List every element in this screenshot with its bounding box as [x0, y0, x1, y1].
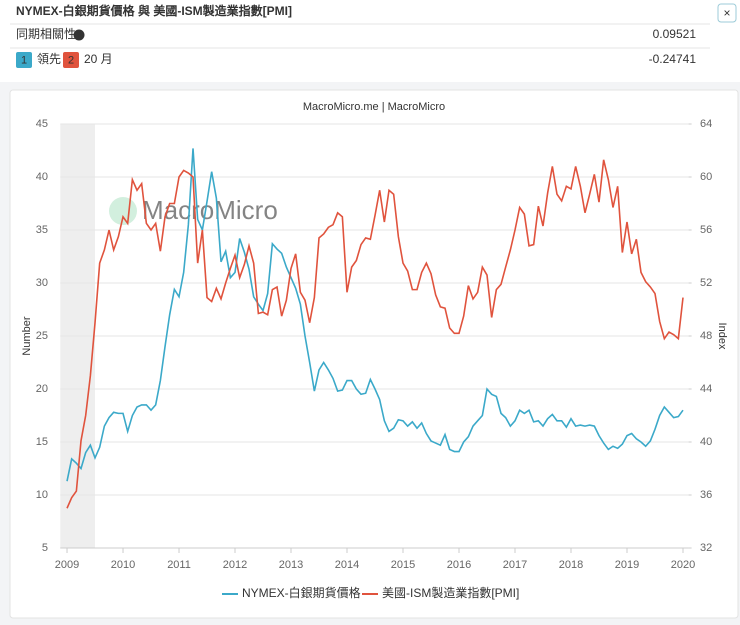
x-tick-label: 2010: [111, 559, 135, 571]
y2-tick-label: 64: [700, 118, 712, 130]
y2-axis-title: Index: [716, 323, 728, 350]
chart-source: MacroMicro.me | MacroMicro: [303, 101, 445, 113]
header-card: [0, 0, 740, 82]
help-icon[interactable]: [73, 29, 85, 41]
watermark: MacroMicro: [142, 195, 278, 225]
y2-tick-label: 48: [700, 330, 712, 342]
y2-tick-label: 44: [700, 383, 712, 395]
y-tick-label: 25: [36, 330, 48, 342]
y2-tick-label: 52: [700, 277, 712, 289]
x-tick-label: 2013: [279, 559, 303, 571]
x-tick-label: 2019: [615, 559, 639, 571]
y-tick-label: 20: [36, 383, 48, 395]
y-tick-label: 30: [36, 277, 48, 289]
y-tick-label: 35: [36, 224, 48, 236]
y2-tick-label: 36: [700, 489, 712, 501]
x-tick-label: 2011: [167, 559, 191, 571]
y-tick-label: 10: [36, 489, 48, 501]
y-tick-label: 15: [36, 436, 48, 448]
correlation-label: 同期相關性: [16, 27, 76, 41]
y2-tick-label: 40: [700, 436, 712, 448]
lead-value: -0.24741: [649, 52, 697, 66]
legend-label: 美國-ISM製造業指數[PMI]: [382, 585, 519, 600]
x-tick-label: 2016: [447, 559, 471, 571]
x-tick-label: 2015: [391, 559, 415, 571]
y-tick-label: 45: [36, 118, 48, 130]
x-tick-label: 2014: [335, 559, 359, 571]
close-button[interactable]: [717, 3, 737, 23]
x-tick-label: 2017: [503, 559, 527, 571]
series-line: [66, 148, 684, 482]
y2-tick-label: 56: [700, 224, 712, 236]
badge-number: 2: [68, 54, 74, 66]
legend-label: NYMEX-白銀期貨價格: [242, 585, 361, 600]
y-axis-title: Number: [21, 316, 33, 355]
badge-number: 1: [21, 54, 27, 66]
help-icon-mark: ?: [77, 31, 82, 40]
y2-tick-label: 60: [700, 171, 712, 183]
x-tick-label: 2012: [223, 559, 247, 571]
y-tick-label: 5: [42, 542, 48, 554]
series-line: [66, 159, 684, 509]
badge-label: 20 月: [84, 52, 113, 66]
badge-label: 領先: [37, 51, 61, 66]
header-title: NYMEX-白銀期貨價格 與 美國-ISM製造業指數[PMI]: [16, 3, 292, 18]
x-tick-label: 2009: [55, 559, 79, 571]
badge: [16, 52, 32, 68]
x-tick-label: 2020: [671, 559, 695, 571]
correlation-value: 0.09521: [653, 27, 697, 41]
close-icon[interactable]: ×: [723, 6, 730, 20]
badge: [63, 52, 79, 68]
watermark-logo: [109, 197, 137, 225]
y-tick-label: 40: [36, 171, 48, 183]
y2-tick-label: 32: [700, 542, 712, 554]
x-tick-label: 2018: [559, 559, 583, 571]
chart-card: [9, 89, 739, 619]
